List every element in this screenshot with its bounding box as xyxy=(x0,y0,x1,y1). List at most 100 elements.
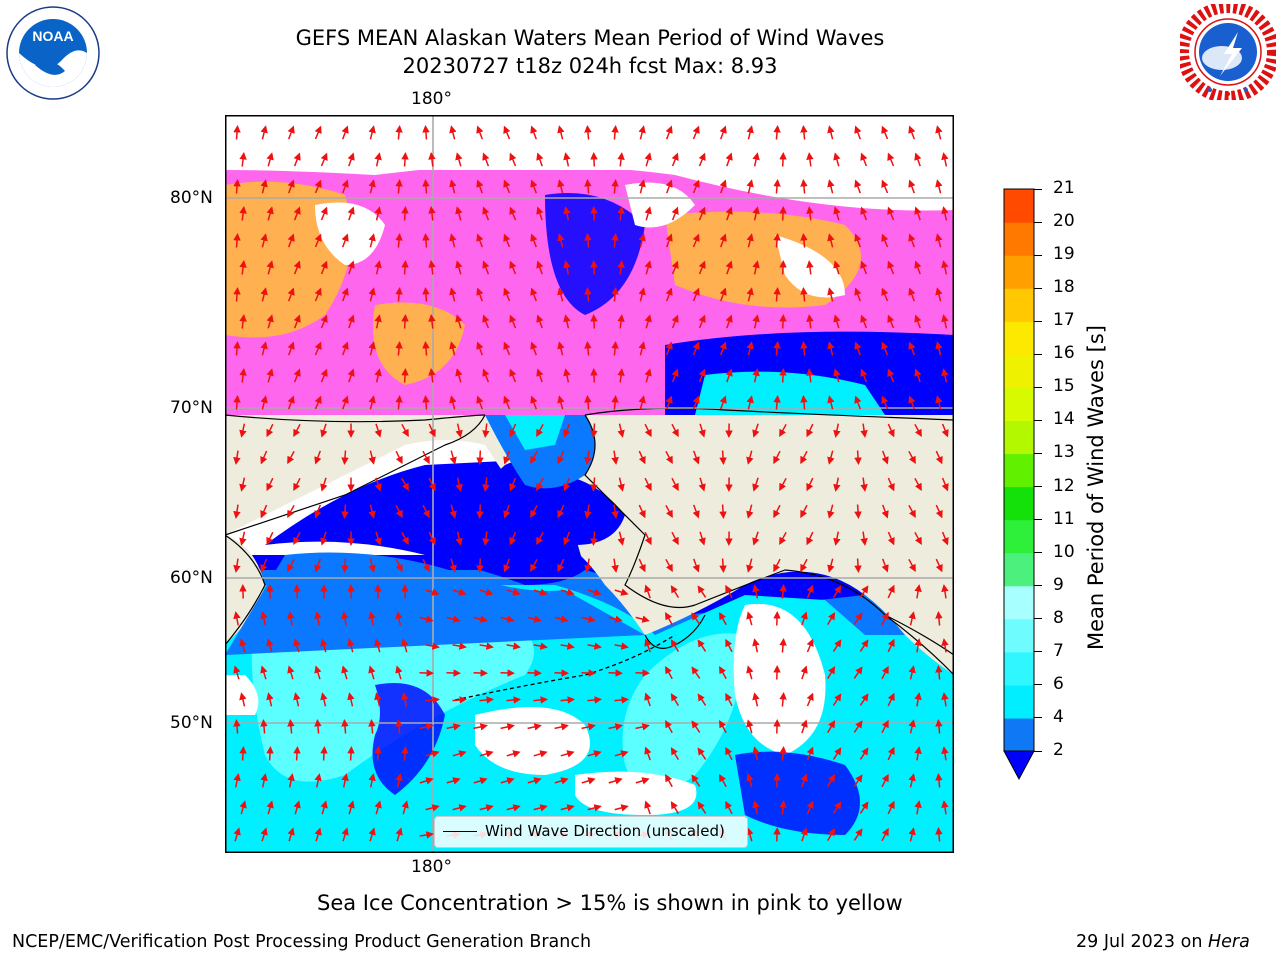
wind-wave-arrow xyxy=(719,287,727,302)
colorbar-tick-label: 7 xyxy=(1053,640,1064,661)
wind-wave-arrow xyxy=(557,179,565,194)
wind-wave-arrow xyxy=(401,368,409,383)
wind-wave-arrow xyxy=(665,773,673,788)
wind-wave-arrow xyxy=(697,585,707,598)
wind-wave-arrow xyxy=(503,287,511,302)
colorbar-tick-mark xyxy=(1034,486,1042,488)
wind-wave-arrow xyxy=(617,152,625,167)
wind-wave-arrow xyxy=(671,314,679,329)
wind-wave-arrow xyxy=(503,450,511,465)
wind-wave-arrow xyxy=(425,696,440,704)
wind-wave-arrow xyxy=(368,450,376,465)
colorbar-tick-label: 4 xyxy=(1053,706,1064,727)
chart-subtitle: 20230727 t18z 024h fcst Max: 8.93 xyxy=(402,54,778,78)
wind-wave-arrow xyxy=(881,287,889,302)
wind-wave-arrow xyxy=(536,152,544,167)
wind-wave-arrow xyxy=(530,504,538,519)
wind-wave-arrow xyxy=(614,750,629,758)
wind-wave-arrow xyxy=(560,642,575,650)
colorbar-tick-label: 21 xyxy=(1053,178,1075,198)
wind-wave-arrow xyxy=(590,260,598,275)
wind-wave-arrow xyxy=(806,692,814,707)
wind-wave-arrow xyxy=(584,558,592,573)
wind-wave-arrow xyxy=(935,341,943,356)
wind-wave-arrow xyxy=(266,531,274,546)
wind-wave-arrow xyxy=(266,692,274,707)
colorbar-tick-label: 8 xyxy=(1053,607,1064,628)
wind-wave-arrow xyxy=(449,287,457,302)
wind-wave-arrow xyxy=(260,450,268,465)
wind-wave-arrow xyxy=(368,773,376,788)
wind-wave-arrow xyxy=(233,611,241,626)
wind-wave-arrow xyxy=(527,723,542,731)
wind-wave-arrow xyxy=(719,450,727,465)
colorbar-segment xyxy=(1004,420,1034,455)
colorbar-tick-label: 9 xyxy=(1053,574,1064,595)
wind-wave-arrow xyxy=(914,152,922,167)
colorbar-segment xyxy=(1004,321,1034,355)
wind-wave-arrow xyxy=(773,450,781,465)
wind-wave-arrow xyxy=(320,423,328,438)
wind-wave-arrow xyxy=(827,287,835,302)
wind-wave-arrow xyxy=(446,615,461,623)
wind-wave-arrow xyxy=(293,206,301,221)
lon-label-top: 180° xyxy=(411,89,452,109)
wind-wave-arrow xyxy=(347,800,355,815)
wind-wave-arrow xyxy=(773,341,781,356)
colorbar-tick-mark xyxy=(1034,618,1042,620)
wind-wave-arrow xyxy=(509,423,517,438)
wind-wave-arrow xyxy=(293,477,301,492)
wind-wave-arrow xyxy=(449,125,457,140)
wind-wave-arrow xyxy=(746,827,754,842)
wind-wave-arrow xyxy=(827,125,835,140)
wind-wave-arrow xyxy=(611,450,619,465)
wind-wave-arrow xyxy=(260,125,268,140)
footer-date: 29 Jul 2023 on Hera xyxy=(1076,932,1250,952)
colorbar-segment xyxy=(1004,552,1034,587)
wind-wave-arrow xyxy=(533,804,548,812)
wind-wave-arrow xyxy=(239,206,247,221)
wind-wave-arrow xyxy=(368,341,376,356)
bering-sea-water xyxy=(265,460,585,585)
wind-wave-arrow xyxy=(644,477,652,492)
wind-wave-arrow xyxy=(590,531,598,546)
wind-wave-arrow xyxy=(581,615,596,623)
wind-wave-arrow xyxy=(887,477,895,492)
wind-wave-arrow xyxy=(341,179,349,194)
wind-wave-arrow xyxy=(806,584,814,599)
wind-wave-arrow xyxy=(833,531,841,546)
wind-wave-arrow xyxy=(455,531,463,546)
wind-wave-arrow xyxy=(644,314,652,329)
colorbar-segment xyxy=(1004,387,1034,422)
wind-wave-arrow xyxy=(374,746,382,761)
lon-label-bottom: 180° xyxy=(411,857,452,877)
wind-wave-arrow xyxy=(320,531,328,546)
footer-date-text: 29 Jul 2023 on xyxy=(1076,932,1208,952)
wind-wave-arrow xyxy=(557,341,565,356)
wind-wave-arrow xyxy=(698,368,706,383)
colorbar-tick-mark xyxy=(1034,221,1042,223)
wind-wave-arrow xyxy=(293,692,301,707)
wind-wave-arrow xyxy=(425,750,440,758)
wind-wave-arrow xyxy=(563,260,571,275)
wind-wave-arrow xyxy=(881,341,889,356)
wind-wave-arrow xyxy=(719,719,727,734)
wind-wave-arrow xyxy=(752,584,760,599)
colorbar-segment xyxy=(1004,717,1034,752)
wind-wave-arrow xyxy=(827,558,835,573)
wind-wave-arrow xyxy=(476,558,484,573)
wind-wave-arrow xyxy=(428,423,436,438)
wind-wave-arrow xyxy=(854,395,862,410)
wind-wave-arrow xyxy=(881,611,889,626)
wind-wave-arrow xyxy=(395,719,403,734)
wind-wave-arrow xyxy=(832,801,842,814)
wind-wave-arrow xyxy=(509,368,517,383)
wind-wave-arrow xyxy=(800,719,808,734)
wind-wave-arrow xyxy=(509,477,517,492)
wind-wave-arrow xyxy=(554,615,569,623)
wind-wave-arrow xyxy=(671,152,679,167)
wind-wave-arrow xyxy=(611,233,619,248)
wind-wave-arrow xyxy=(752,746,760,761)
wind-wave-arrow xyxy=(752,638,760,653)
wind-wave-arrow xyxy=(452,588,467,596)
